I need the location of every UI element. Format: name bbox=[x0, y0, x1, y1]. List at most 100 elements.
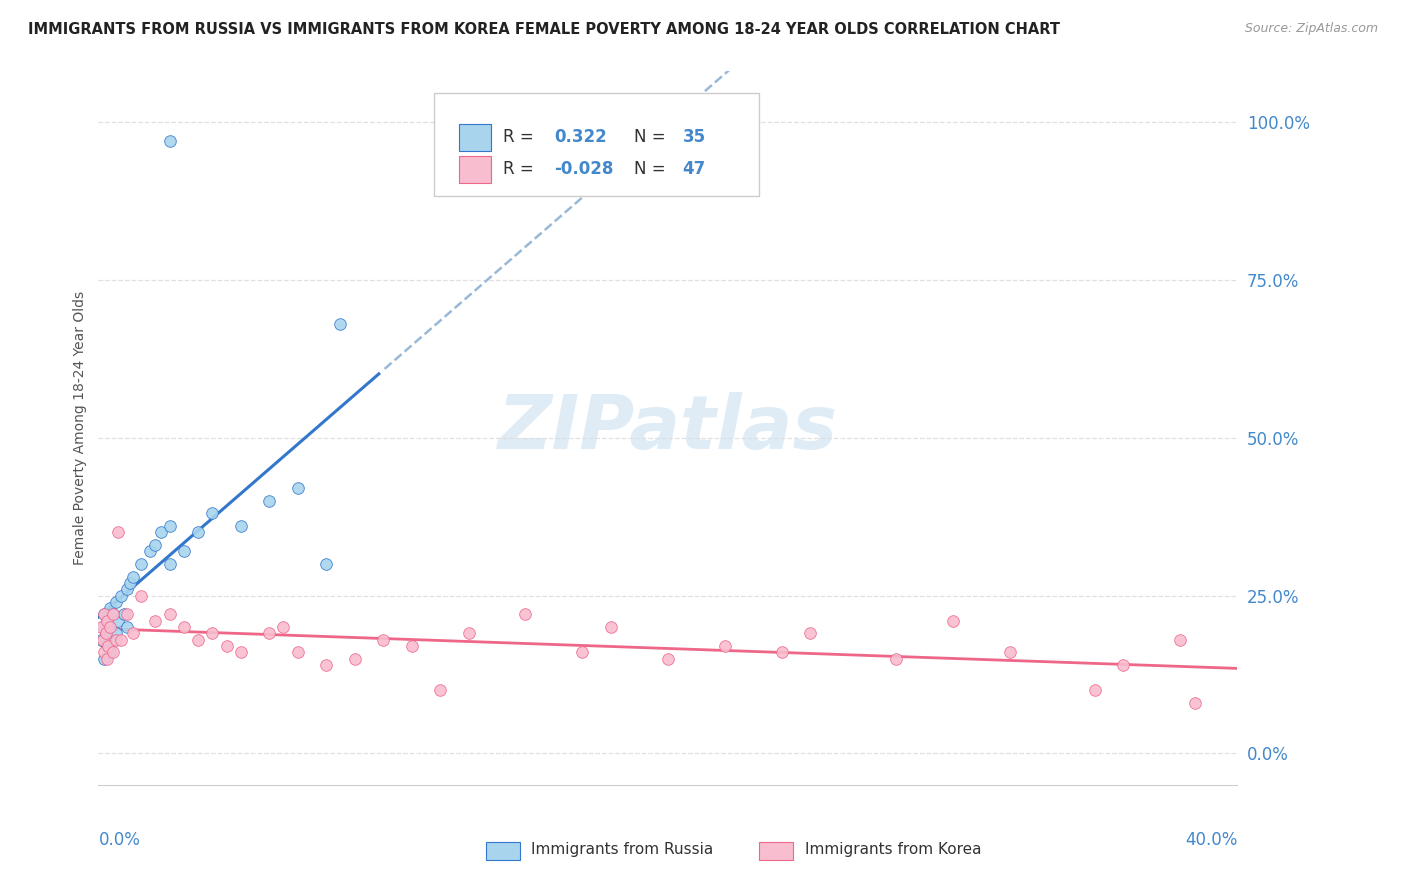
Point bbox=[657, 651, 679, 665]
Point bbox=[287, 481, 309, 495]
Text: ZIPatlas: ZIPatlas bbox=[498, 392, 838, 465]
Point bbox=[799, 626, 821, 640]
Point bbox=[97, 620, 120, 634]
Point bbox=[259, 626, 281, 640]
Text: R =: R = bbox=[503, 161, 538, 178]
Point bbox=[94, 626, 117, 640]
Point bbox=[115, 620, 138, 634]
Point bbox=[98, 620, 121, 634]
Point bbox=[159, 557, 181, 571]
Point bbox=[201, 626, 224, 640]
Point bbox=[150, 525, 173, 540]
Point bbox=[571, 645, 593, 659]
Point bbox=[315, 657, 337, 672]
Bar bbox=[485, 842, 520, 860]
Point bbox=[101, 607, 124, 622]
Point bbox=[173, 544, 195, 558]
Point bbox=[90, 632, 112, 647]
Point bbox=[998, 645, 1021, 659]
Point bbox=[229, 519, 252, 533]
Text: N =: N = bbox=[634, 128, 671, 146]
Point bbox=[115, 582, 138, 597]
Point bbox=[96, 639, 118, 653]
Point bbox=[104, 632, 127, 647]
Point bbox=[101, 632, 124, 647]
Text: Immigrants from Korea: Immigrants from Korea bbox=[804, 842, 981, 856]
Point bbox=[145, 538, 167, 552]
Point bbox=[329, 317, 352, 331]
Point bbox=[401, 639, 423, 653]
Text: Source: ZipAtlas.com: Source: ZipAtlas.com bbox=[1244, 22, 1378, 36]
Point bbox=[129, 557, 152, 571]
Point bbox=[201, 507, 224, 521]
Point bbox=[315, 557, 337, 571]
Point bbox=[115, 607, 138, 622]
Text: IMMIGRANTS FROM RUSSIA VS IMMIGRANTS FROM KOREA FEMALE POVERTY AMONG 18-24 YEAR : IMMIGRANTS FROM RUSSIA VS IMMIGRANTS FRO… bbox=[28, 22, 1060, 37]
Point bbox=[138, 544, 160, 558]
FancyBboxPatch shape bbox=[434, 93, 759, 196]
Point bbox=[159, 519, 181, 533]
Point bbox=[159, 134, 181, 148]
Point bbox=[187, 525, 209, 540]
Point bbox=[110, 589, 132, 603]
Text: 35: 35 bbox=[683, 128, 706, 146]
Y-axis label: Female Poverty Among 18-24 Year Olds: Female Poverty Among 18-24 Year Olds bbox=[73, 291, 87, 566]
Point bbox=[259, 493, 281, 508]
Point bbox=[770, 645, 793, 659]
Point bbox=[173, 620, 195, 634]
Point bbox=[457, 626, 479, 640]
Point bbox=[96, 614, 118, 628]
Point bbox=[107, 614, 129, 628]
Point bbox=[96, 651, 118, 665]
Text: -0.028: -0.028 bbox=[554, 161, 613, 178]
Point bbox=[145, 614, 167, 628]
Point bbox=[93, 645, 115, 659]
Point bbox=[942, 614, 965, 628]
Point bbox=[429, 683, 451, 698]
Point bbox=[112, 607, 135, 622]
Text: 0.0%: 0.0% bbox=[98, 831, 141, 849]
Point bbox=[101, 607, 124, 622]
Point bbox=[187, 632, 209, 647]
Point bbox=[600, 620, 623, 634]
Point bbox=[93, 607, 115, 622]
Point bbox=[159, 607, 181, 622]
Point bbox=[371, 632, 394, 647]
Text: 40.0%: 40.0% bbox=[1185, 831, 1237, 849]
Point bbox=[104, 626, 127, 640]
Point bbox=[110, 632, 132, 647]
Point bbox=[91, 632, 114, 647]
Point bbox=[101, 645, 124, 659]
Point bbox=[90, 620, 112, 634]
Point bbox=[98, 601, 121, 615]
Text: 0.322: 0.322 bbox=[554, 128, 607, 146]
Point bbox=[215, 639, 238, 653]
Point bbox=[91, 620, 114, 634]
Bar bbox=[460, 156, 491, 183]
Point bbox=[121, 569, 143, 583]
Point bbox=[93, 607, 115, 622]
Point bbox=[1112, 657, 1135, 672]
Point bbox=[229, 645, 252, 659]
Point bbox=[118, 575, 141, 590]
Point bbox=[884, 651, 907, 665]
Point bbox=[98, 645, 121, 659]
Point bbox=[96, 614, 118, 628]
Point bbox=[107, 525, 129, 540]
Bar bbox=[759, 842, 793, 860]
Bar bbox=[460, 124, 491, 151]
Point bbox=[287, 645, 309, 659]
Point bbox=[121, 626, 143, 640]
Point bbox=[97, 639, 120, 653]
Point bbox=[515, 607, 537, 622]
Point bbox=[343, 651, 366, 665]
Point bbox=[94, 626, 117, 640]
Point bbox=[129, 589, 152, 603]
Point bbox=[273, 620, 295, 634]
Point bbox=[93, 651, 115, 665]
Text: Immigrants from Russia: Immigrants from Russia bbox=[531, 842, 713, 856]
Point bbox=[104, 595, 127, 609]
Point bbox=[1170, 632, 1192, 647]
Point bbox=[1084, 683, 1107, 698]
Point bbox=[714, 639, 737, 653]
